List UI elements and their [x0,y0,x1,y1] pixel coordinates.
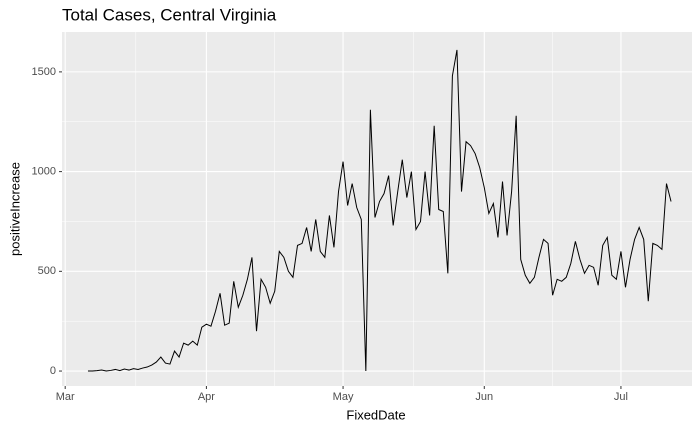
y-axis-title: positiveIncrease [7,162,22,256]
x-tick-label: Apr [198,391,215,403]
y-tick-label: 500 [38,265,56,277]
y-tick-label: 0 [50,365,56,377]
data-line [87,49,672,372]
x-tick-label: May [333,391,354,403]
y-tick-label: 1000 [32,166,56,178]
chart-title: Total Cases, Central Virginia [62,5,277,24]
x-axis-title: FixedDate [346,407,405,422]
x-tick-label: Jun [475,391,493,403]
x-tick-label: Mar [56,391,75,403]
y-tick-label: 1500 [32,66,56,78]
x-tick-label: Jul [614,391,628,403]
